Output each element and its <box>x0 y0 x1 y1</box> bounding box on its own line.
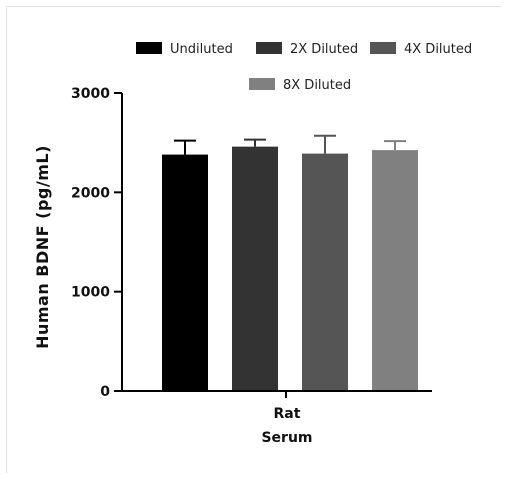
y-ticks: 0 1000 2000 3000 <box>71 86 122 400</box>
bar-4x-diluted <box>302 153 348 391</box>
bar-undiluted <box>162 154 208 391</box>
legend-label: Undiluted <box>170 42 233 57</box>
y-axis-label: Human BDNF (pg/mL) <box>33 145 52 349</box>
y-tick-label: 2000 <box>71 185 110 201</box>
y-tick-label: 1000 <box>71 285 110 301</box>
legend-swatch <box>370 42 396 54</box>
legend-swatch <box>256 42 282 54</box>
legend-swatch <box>136 42 162 54</box>
legend-label: 2X Diluted <box>290 42 358 57</box>
legend-swatch <box>249 78 275 90</box>
legend-label: 4X Diluted <box>404 42 472 57</box>
bar-2x-diluted <box>232 146 278 391</box>
axes <box>121 93 432 398</box>
x-category-label-line1: Rat <box>274 406 301 422</box>
legend: Undiluted 2X Diluted 4X Diluted 8X Diluted <box>136 42 472 93</box>
bars <box>162 134 418 391</box>
legend-label: 8X Diluted <box>283 78 351 93</box>
y-tick-label: 0 <box>100 384 110 400</box>
bar-8x-diluted <box>372 150 418 391</box>
x-category-label-line2: Serum <box>261 430 312 446</box>
chart-frame <box>6 6 501 473</box>
y-tick-label: 3000 <box>71 86 110 102</box>
